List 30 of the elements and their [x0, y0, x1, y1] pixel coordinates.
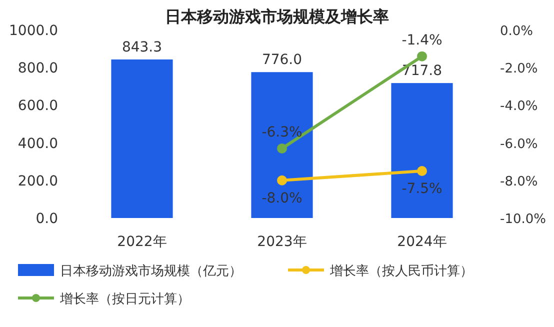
y2-tick-label: -8.0%: [500, 174, 538, 190]
data-label: 843.3: [122, 39, 162, 56]
y2-tick-label: -4.0%: [500, 99, 538, 114]
x-tick-label: 2024年: [397, 234, 447, 250]
data-label: 776.0: [262, 52, 302, 68]
data-label: -7.5%: [402, 181, 442, 197]
point: [277, 175, 287, 186]
data-label: -6.3%: [262, 124, 302, 140]
point: [417, 51, 427, 62]
y2-tick-label: -2.0%: [500, 62, 538, 77]
y-tick-label: 200.0: [18, 173, 58, 190]
y2-tick-label: 0.0%: [500, 24, 534, 39]
x-tick-label: 2023年: [257, 234, 307, 250]
y2-tick-label: -6.0%: [500, 136, 538, 152]
data-label: 717.8: [402, 63, 442, 80]
legend-label: 日本移动游戏市场规模（亿元）: [60, 264, 242, 279]
data-label: -8.0%: [262, 190, 302, 206]
data-label: -1.4%: [402, 32, 442, 48]
chart-title: 日本移动游戏市场规模及增长率: [165, 7, 389, 26]
y-tick-label: 0.0: [36, 211, 58, 227]
y-tick-label: 1000.0: [9, 23, 58, 39]
y2-tick-label: -10.0%: [500, 212, 546, 227]
y-tick-label: 600.0: [18, 98, 58, 114]
x-tick-label: 2022年: [117, 234, 167, 250]
legend-label: 增长率（按日元计算）: [59, 291, 190, 307]
legend-label: 增长率（按人民币计算）: [329, 263, 473, 279]
y-tick-label: 800.0: [18, 60, 58, 77]
y-tick-label: 400.0: [18, 136, 58, 152]
point: [277, 143, 287, 154]
point: [417, 166, 427, 176]
